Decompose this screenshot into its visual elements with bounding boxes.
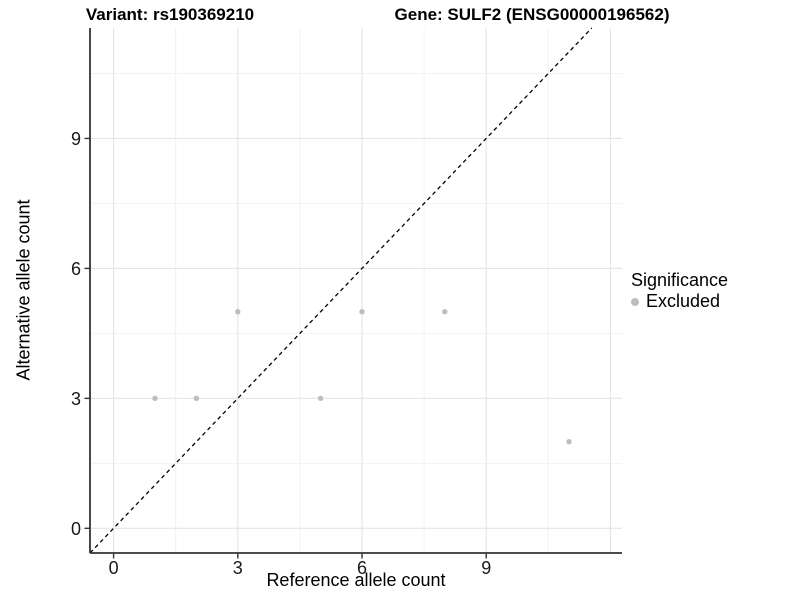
y-tick-label: 0 <box>71 519 81 539</box>
legend-title: Significance <box>631 270 729 290</box>
x-axis-title: Reference allele count <box>266 570 446 590</box>
data-point <box>193 395 200 402</box>
data-point <box>566 438 572 445</box>
y-tick-label: 9 <box>71 129 81 149</box>
plot-title-variant: Variant: rs190369210 <box>85 5 255 24</box>
legend: Significance Excluded <box>631 270 729 312</box>
y-tick-label: 3 <box>71 389 81 409</box>
x-tick-label: 3 <box>233 558 243 578</box>
legend-point-icon <box>631 297 639 306</box>
plot-title-gene: Gene: SULF2 (ENSG00000196562) <box>394 5 670 24</box>
x-tick-label: 6 <box>357 558 367 578</box>
legend-item-label: Excluded <box>646 290 721 311</box>
x-tick-label: 9 <box>481 558 491 578</box>
data-point <box>359 309 365 315</box>
data-point <box>235 309 241 315</box>
legend-item-excluded: Excluded <box>631 290 728 312</box>
data-point <box>317 395 324 402</box>
data-point <box>442 309 448 315</box>
data-point <box>152 395 158 402</box>
identity-line <box>89 27 593 554</box>
y-axis-title: Alternative allele count <box>13 199 34 381</box>
x-tick-label: 0 <box>109 558 119 578</box>
y-tick-label: 6 <box>71 259 81 279</box>
